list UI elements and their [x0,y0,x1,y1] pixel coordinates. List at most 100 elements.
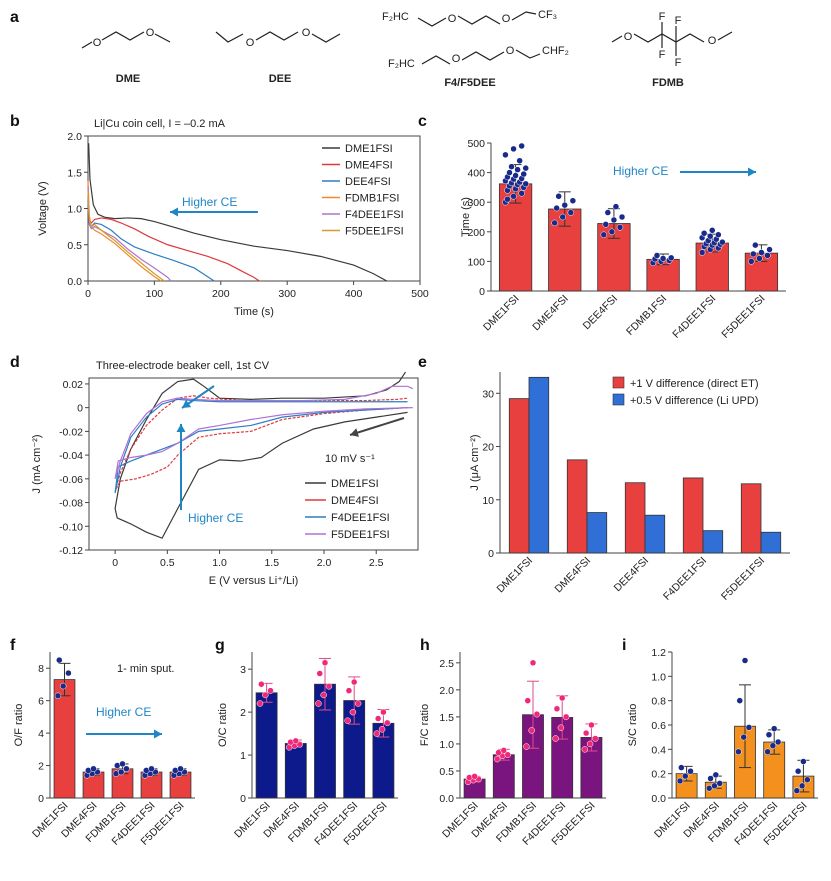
data-point [608,228,616,236]
data-point [518,190,525,197]
y-axis-title: J (μA cm⁻²) [469,434,481,490]
series-line-DME1FSI [114,371,408,539]
molecule-label-dme: DME [116,73,140,85]
higher-ce-label-f: Higher CE [96,705,151,719]
y-tick-label: 0.6 [651,720,666,732]
data-point [616,224,624,231]
series-line-F4DEE1FSI [87,186,172,282]
data-point [524,697,531,704]
data-point [512,172,519,179]
y-tick-label: 0.0 [439,793,454,805]
panel-h-letter: h [420,637,430,654]
x-tick-label: DEE4FSI [581,293,620,332]
data-point [750,250,757,258]
dme-bond2 [154,33,171,43]
data-point [502,151,509,159]
data-point [316,670,323,677]
data-point [378,726,386,733]
data-point [119,760,126,768]
higher-ce-label-b: Higher CE [182,195,237,209]
fdmb-o1: O [624,31,633,43]
data-point [705,785,713,792]
data-point [588,721,595,729]
molecule-label-f4f5dee: F4/F5DEE [444,77,495,89]
panel-i-letter: i [622,637,626,654]
y-tick-label: 4 [38,728,44,740]
data-point [373,730,381,737]
x-tick-label: 1.0 [212,557,227,569]
data-point [315,700,322,707]
bar-DME1FSI-s0 [508,398,530,554]
bar-DME4FSI-s0 [566,459,588,554]
f5dee-cf3: CF₃ [538,9,557,21]
data-point [700,230,708,237]
data-point [706,232,714,240]
y-tick-label: -0.02 [59,426,83,438]
data-point [529,659,537,667]
higher-ce-arrow-d-up [176,424,186,510]
data-point [349,708,357,716]
data-point [794,767,802,775]
legend-label: F5DEE1FSI [331,529,390,541]
y-tick-label: 2.5 [439,658,454,670]
y-tick-label: 0.5 [67,240,82,252]
f5dee-chain [457,15,501,25]
x-tick-label: DME1FSI [481,293,522,334]
data-point [766,246,773,253]
data-point [756,255,763,262]
panel-g-letter: g [215,637,225,654]
y-tick-label: 0.4 [651,744,666,756]
y-axis-title: O/F ratio [13,704,25,747]
data-point [735,748,742,756]
data-point [374,715,382,722]
data-point [764,252,771,259]
data-point [354,700,362,707]
higher-ce-arrow-d-diag [181,385,215,409]
data-point [770,725,778,732]
fdmb-right [717,31,733,41]
y-tick-label: 400 [467,168,485,180]
y-axis-title: Time (s) [460,197,472,237]
data-point [552,735,559,742]
data-point [798,782,806,790]
y-tick-label: -0.08 [59,498,83,510]
data-point [56,656,63,664]
dme-chain [101,31,145,41]
data-point [500,747,508,754]
y-tick-label: 0 [240,793,246,805]
dee-left [215,31,244,43]
y-tick-label: 1.2 [651,647,666,659]
y-tick-label: 0.0 [67,276,82,288]
y-axis-title: J (mA cm⁻²) [31,435,43,494]
data-point [716,780,723,787]
chart-i: 0.00.20.40.60.81.01.2S/C ratioDME1FSIDME… [627,647,818,848]
panel-a-letter: a [10,9,19,26]
data-point [682,772,689,780]
f4dee-chain [461,51,505,61]
higher-ce-arrow-b [170,207,258,217]
legend-label: +0.5 V difference (Li UPD) [630,395,759,407]
y-tick-label: 0.5 [439,766,454,778]
bar-F4DEE1FSI-s1 [702,530,724,554]
x-tick-label: DEE4FSI [612,555,651,594]
legend-label: FDMB1FSI [345,193,399,205]
y-tick-label: 2 [38,761,44,773]
x-tick-label: DME1FSI [494,555,535,596]
data-point [592,735,599,742]
data-point [582,729,590,737]
data-point [514,166,521,173]
legend-label: F4DEE1FSI [331,512,390,524]
dee-right [311,33,341,43]
data-point [586,740,594,748]
y-tick-label: 1.0 [67,204,82,216]
data-point [510,193,517,200]
y-tick-label: 2.0 [439,685,454,697]
y-tick-label: 3 [240,664,246,676]
data-point [610,216,618,224]
higher-ce-arrow-d-diag-head [182,399,192,408]
data-point [262,691,269,699]
f4dee-o1: O [452,53,461,65]
f5dee-left [417,17,447,27]
y-tick-label: 0 [77,403,83,415]
dee-chain [255,31,299,41]
